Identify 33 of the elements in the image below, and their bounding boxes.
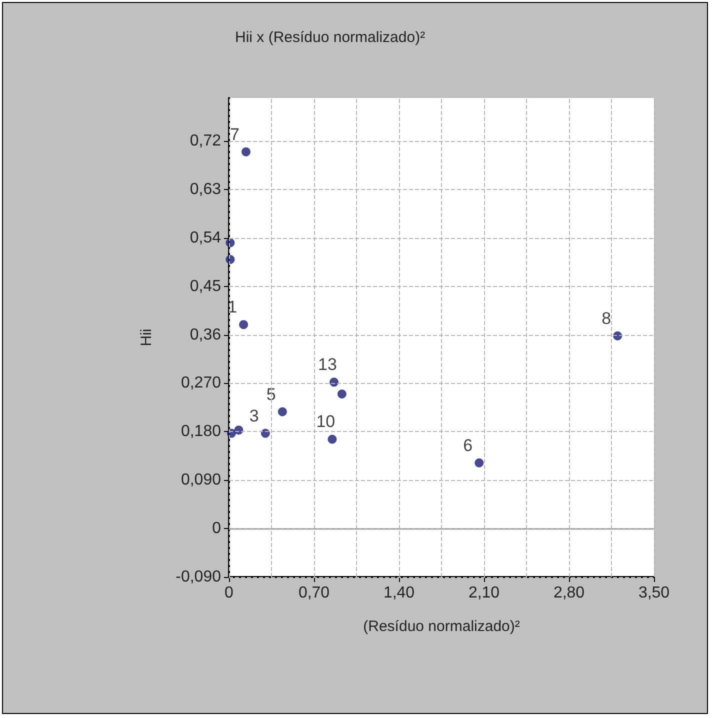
x-tick-label: 2,80 <box>553 584 585 602</box>
x-tick-label: 0 <box>224 584 234 602</box>
annotation: 8 <box>602 308 612 328</box>
y-tick-label: 0,36 <box>190 326 222 344</box>
x-tick-label: 0,70 <box>298 584 330 602</box>
y-tick-label: 0,54 <box>190 229 222 246</box>
y-tick-label: 0 <box>212 520 222 538</box>
point <box>260 428 270 438</box>
point <box>474 458 484 468</box>
y-tick-label: -0,090 <box>176 568 222 586</box>
point <box>242 147 250 156</box>
y-tick-label: 0,180 <box>180 423 222 440</box>
x-tick-label: 2,10 <box>468 584 500 602</box>
y-tick-label: 0,45 <box>190 278 222 295</box>
point <box>278 407 287 416</box>
annotation: 10 <box>316 412 336 432</box>
y-axis-title: Hii <box>138 328 155 346</box>
y-tick-label: 0,090 <box>180 472 222 489</box>
point <box>337 390 346 399</box>
annotation: 13 <box>318 355 337 374</box>
point <box>239 320 248 330</box>
x-tick-label: 1,40 <box>383 584 415 602</box>
x-axis-title: (Resíduo normalizado)² <box>363 618 520 635</box>
annotation: 7 <box>230 124 240 144</box>
annotation: 3 <box>249 406 259 426</box>
y-tick-label: 0,63 <box>190 180 222 198</box>
x-tick-label: 3,50 <box>638 584 670 602</box>
y-tick-label: 0,72 <box>190 132 222 150</box>
point <box>328 434 337 444</box>
annotation: 6 <box>463 436 473 455</box>
point <box>330 378 339 387</box>
y-tick-label: 0,270 <box>180 374 222 392</box>
chart-title: Hii x (Resíduo normalizado)² <box>235 29 426 46</box>
